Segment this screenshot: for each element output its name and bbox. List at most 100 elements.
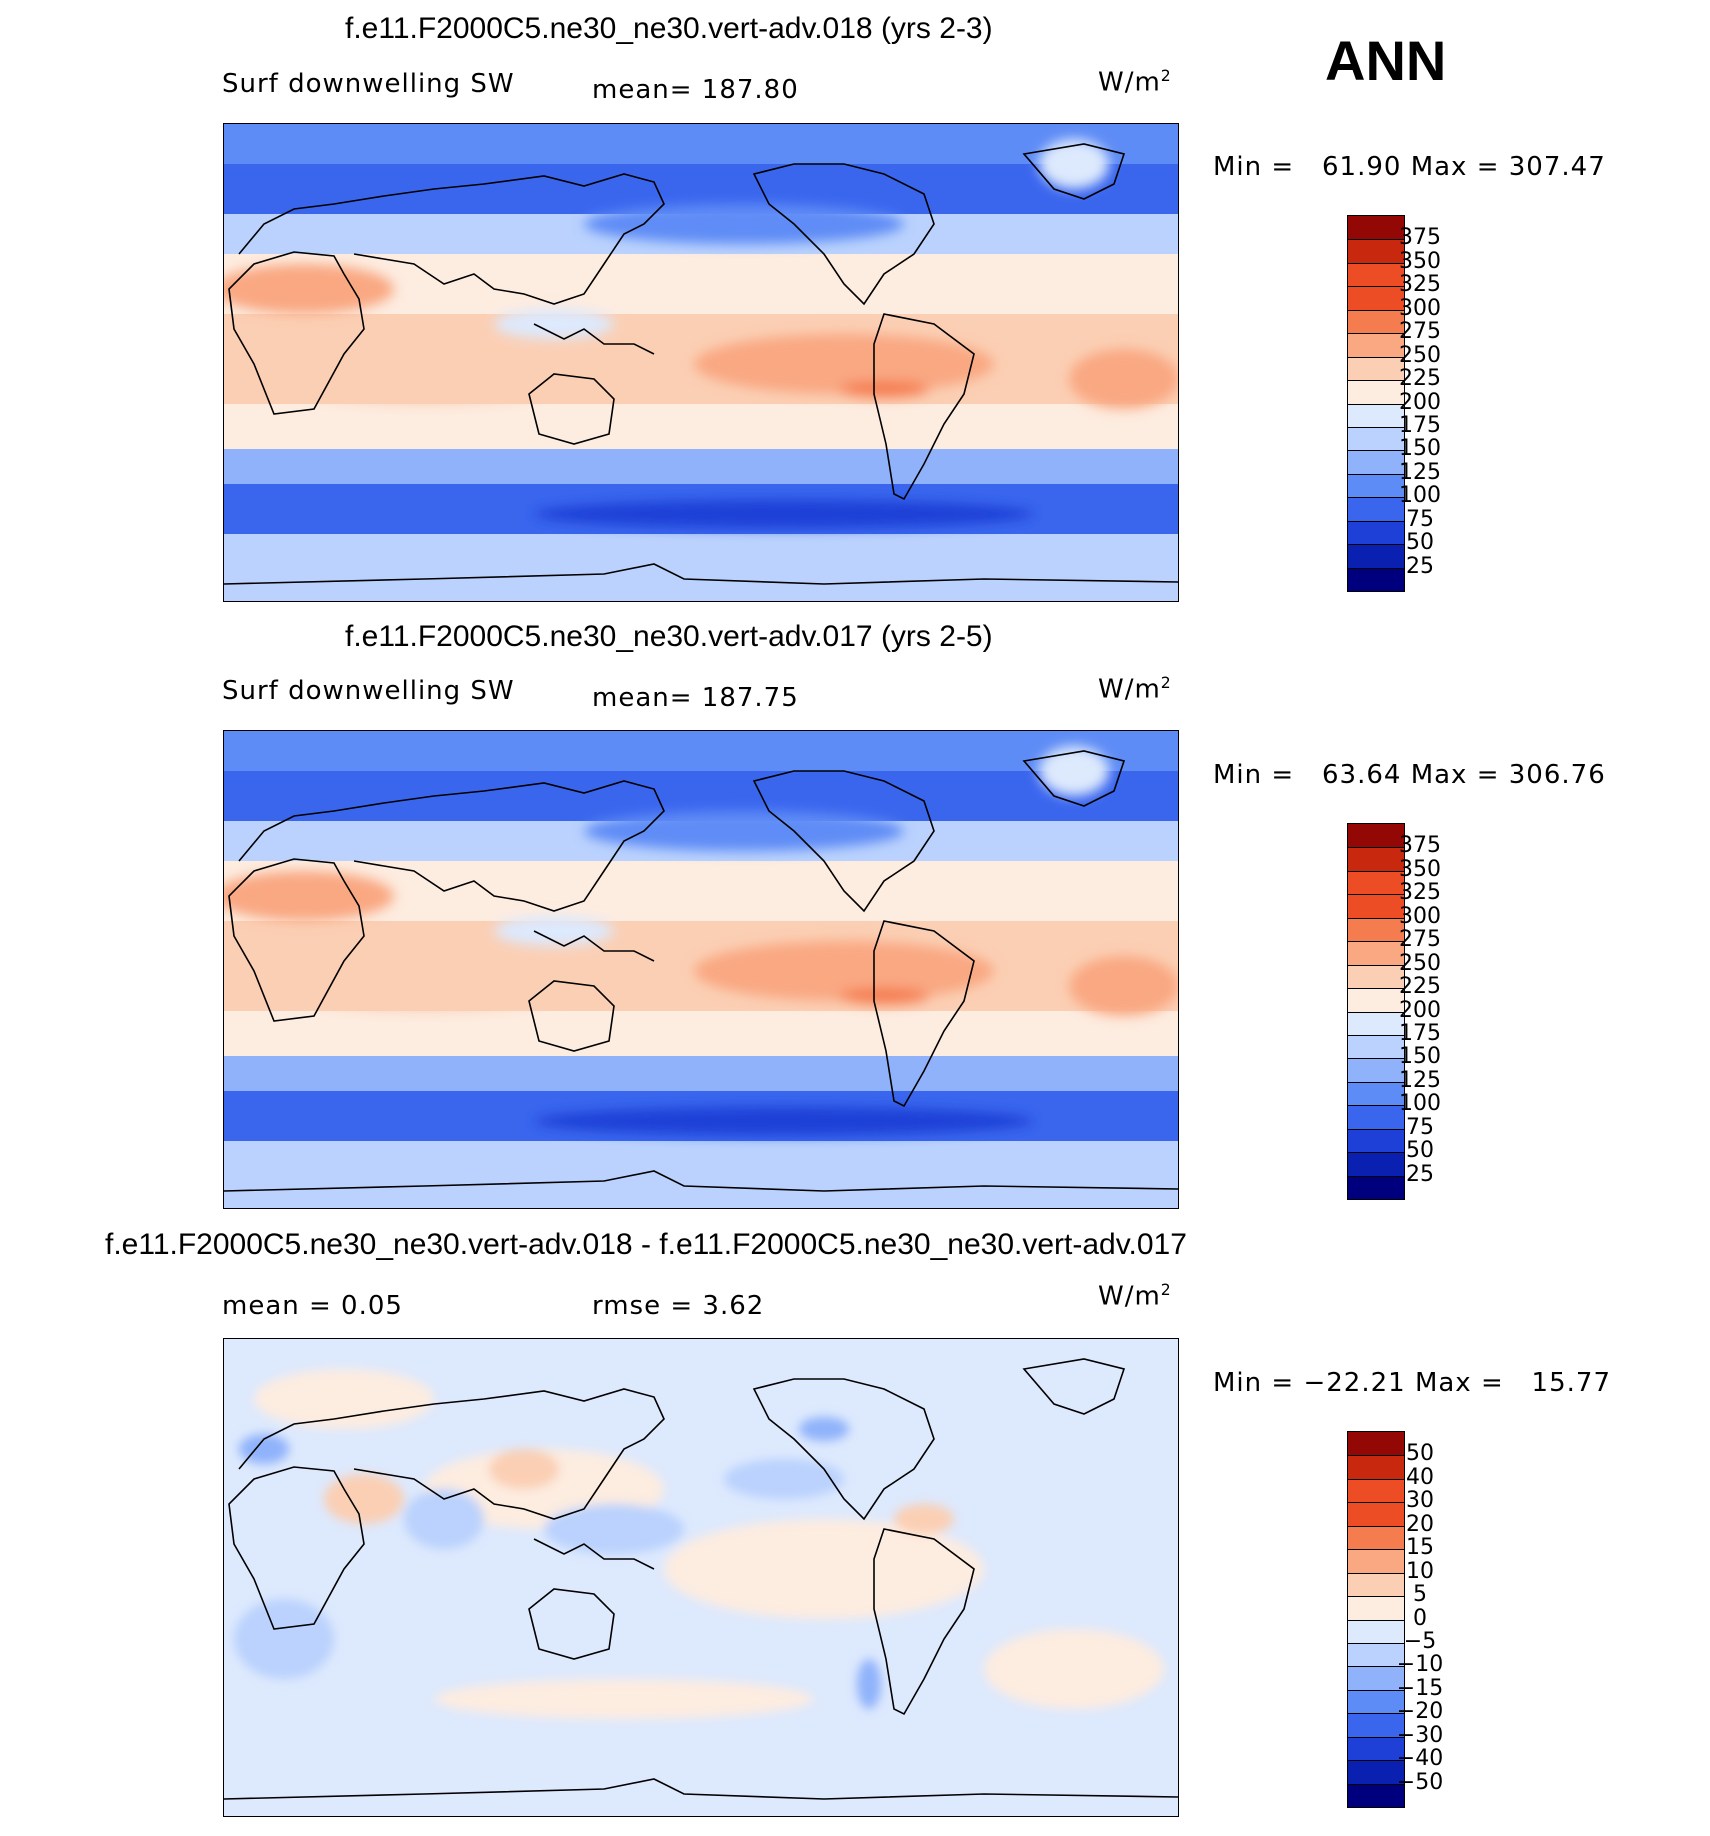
diff-neg-3 xyxy=(234,1599,334,1679)
panel-bottom-units: W/m2 xyxy=(1098,1281,1172,1312)
colorbar-swatch xyxy=(1348,567,1404,591)
colorbar-tick-label: 175 xyxy=(1399,1020,1441,1046)
feature-s-atlantic-high xyxy=(1069,956,1178,1016)
panel-bottom-mean-label: mean = 0.05 xyxy=(222,1291,403,1321)
coast-south-america xyxy=(873,313,975,501)
panel-middle-features xyxy=(224,746,1178,1135)
panel-bottom-max-value: 15.77 xyxy=(1531,1368,1611,1398)
diff-neg-1 xyxy=(404,1489,484,1549)
colorbar-tick-label: 200 xyxy=(1399,389,1441,415)
colorbar-swatch xyxy=(1348,941,1404,965)
colorbar-swatch xyxy=(1348,1666,1404,1690)
colorbar-tick-label: −20 xyxy=(1396,1699,1444,1725)
band-polar-north xyxy=(224,731,1178,771)
diff-neg-5 xyxy=(239,1434,289,1464)
colorbar-swatch xyxy=(1348,426,1404,451)
colorbar-tick-label: 30 xyxy=(1406,1488,1434,1514)
colorbar-tick-label: 125 xyxy=(1399,1067,1441,1093)
coast-antarctica xyxy=(224,1170,1178,1192)
colorbar-tick-label: 25 xyxy=(1406,553,1434,579)
colorbar-tick-label: 225 xyxy=(1399,366,1441,392)
panel-top-coastlines xyxy=(224,143,1178,585)
feature-n-pacific-cloud xyxy=(584,811,904,851)
feature-indian-ocean xyxy=(264,344,584,404)
feature-se-pacific-high xyxy=(694,941,994,1001)
colorbar-swatch xyxy=(1348,1596,1404,1620)
colorbar-tick-label: 250 xyxy=(1399,950,1441,976)
colorbar-swatch xyxy=(1348,309,1404,334)
colorbar-swatch xyxy=(1348,239,1404,263)
colorbar-tick-label: −5 xyxy=(1403,1628,1437,1654)
diff-neg-7 xyxy=(799,1417,849,1441)
colorbar-tick-label: 100 xyxy=(1399,1091,1441,1117)
feature-s-atlantic-high xyxy=(1069,349,1178,409)
diff-patch-5 xyxy=(434,1679,814,1719)
diff-patch-4 xyxy=(984,1629,1164,1709)
colorbar-tick-label: −50 xyxy=(1396,1769,1444,1795)
diff-patch-1 xyxy=(254,1369,434,1429)
diff-patch-6 xyxy=(324,1474,404,1524)
colorbar-tick-label: 325 xyxy=(1399,880,1441,906)
colorbar-swatch xyxy=(1348,1736,1404,1761)
coast-north-america xyxy=(752,770,935,913)
colorbar-tick-label: 150 xyxy=(1399,1044,1441,1070)
colorbar-swatch xyxy=(1348,1152,1404,1176)
panel-bottom-coastlines xyxy=(224,1358,1178,1800)
panel-bottom-map xyxy=(223,1338,1179,1817)
panel-middle-map-svg xyxy=(224,731,1178,1208)
colorbar-tick-label: 375 xyxy=(1399,225,1441,251)
coast-australia xyxy=(528,980,615,1052)
panel-middle-coastlines xyxy=(224,750,1178,1192)
colorbar-swatch xyxy=(1348,1760,1404,1784)
feature-equator-cloud xyxy=(494,916,614,946)
colorbar-swatch xyxy=(1348,1058,1404,1082)
colorbar-swatch xyxy=(1348,1689,1404,1714)
diff-patch-3 xyxy=(664,1519,984,1619)
colorbar-swatch xyxy=(1348,824,1404,848)
band-antarctic xyxy=(224,534,1178,601)
panel-bottom-rmse-label: rmse = 3.62 xyxy=(592,1291,765,1321)
colorbar-swatch xyxy=(1348,1455,1404,1479)
feature-equator-cloud xyxy=(494,309,614,339)
panel-bottom-map-svg xyxy=(224,1339,1178,1816)
colorbar-tick-label: 250 xyxy=(1399,342,1441,368)
colorbar-tick-label: −40 xyxy=(1396,1746,1444,1772)
colorbar-swatch xyxy=(1348,380,1404,404)
panel-top-variable-label: Surf downwelling SW xyxy=(222,69,515,99)
colorbar-tick-label: 50 xyxy=(1406,1138,1434,1164)
colorbar-tick-label: 5 xyxy=(1413,1582,1427,1608)
panel-top-title: f.e11.F2000C5.ne30_ne30.vert-adv.018 (yr… xyxy=(345,12,993,45)
band-subtropic-south xyxy=(224,1011,1178,1056)
colorbar-swatch xyxy=(1348,964,1404,989)
colorbar-tick-label: 350 xyxy=(1399,856,1441,882)
colorbar-tick-label: 325 xyxy=(1399,272,1441,298)
colorbar-swatch xyxy=(1348,216,1404,240)
panel-middle-min-value: 63.64 xyxy=(1321,760,1402,790)
coast-south-america xyxy=(873,1528,975,1716)
panel-top-map xyxy=(223,123,1179,602)
coast-antarctica xyxy=(224,1778,1178,1800)
colorbar-swatch xyxy=(1348,1034,1404,1059)
coast-maritime-continent xyxy=(533,1538,655,1570)
colorbar-tick-label: 15 xyxy=(1406,1535,1434,1561)
colorbar-swatch xyxy=(1348,917,1404,942)
panel-middle-max-value: 306.76 xyxy=(1508,760,1606,790)
feature-se-pacific-high xyxy=(694,334,994,394)
coast-africa xyxy=(228,251,365,415)
diff-patch-8 xyxy=(894,1504,954,1534)
feature-indian-ocean xyxy=(264,951,584,1011)
colorbar-tick-label: 350 xyxy=(1399,248,1441,274)
colorbar-swatch xyxy=(1348,1619,1404,1643)
colorbar-swatch xyxy=(1348,1642,1404,1667)
panel-bottom-minmax: Min = −22.21 Max = 15.77 xyxy=(1213,1368,1611,1398)
colorbar-tick-label: 75 xyxy=(1406,1114,1434,1140)
feature-se-pacific-max xyxy=(839,988,929,1004)
colorbar-tick-label: −15 xyxy=(1396,1675,1444,1701)
colorbar-swatch xyxy=(1348,1081,1404,1106)
panel-top-min-value: 61.90 xyxy=(1321,152,1402,182)
colorbar-tick-label: 25 xyxy=(1406,1161,1434,1187)
colorbar-tick-label: 225 xyxy=(1399,974,1441,1000)
season-label: ANN xyxy=(1325,29,1447,92)
colorbar-swatch xyxy=(1348,1128,1404,1153)
colorbar-swatch xyxy=(1348,1432,1404,1456)
